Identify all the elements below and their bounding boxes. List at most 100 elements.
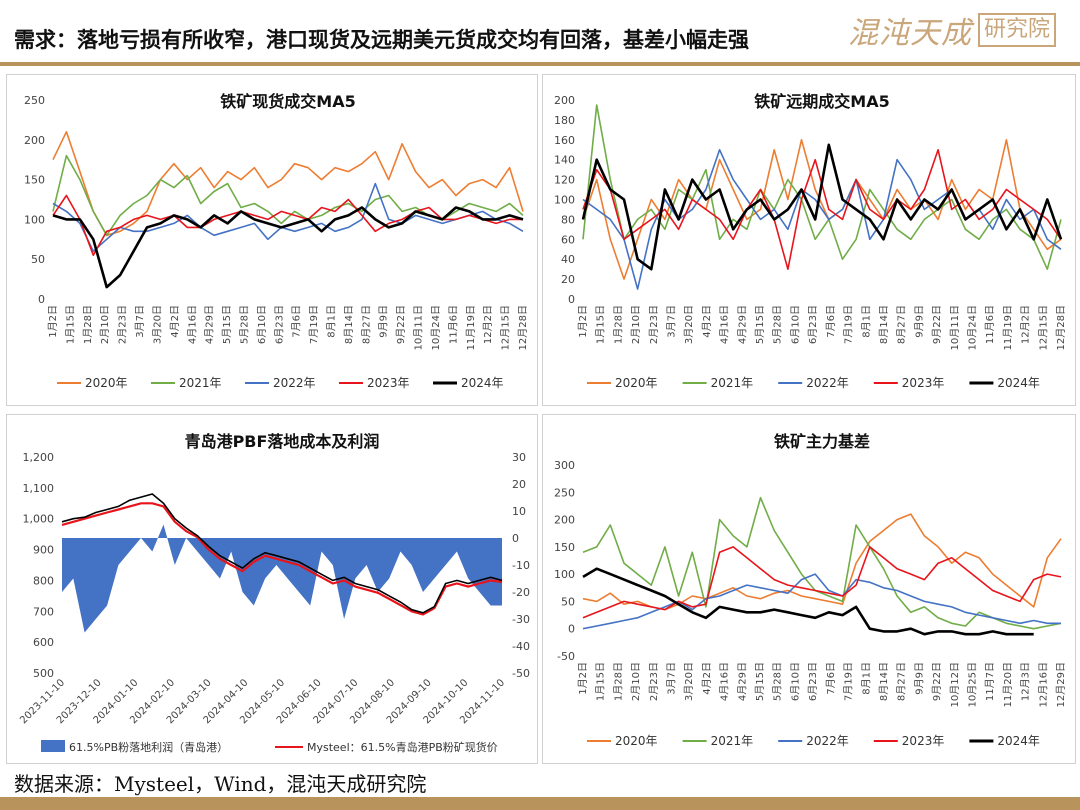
x-tick-label: 2月23日 (648, 305, 660, 344)
y2-tick-label: -30 (512, 613, 530, 626)
y-tick-label: 150 (554, 541, 575, 554)
y2-tick-label: -50 (512, 667, 530, 680)
y-tick-label: 140 (554, 154, 575, 167)
x-tick-label: 6月10日 (256, 305, 268, 344)
x-tick-label: 6月23日 (807, 662, 819, 701)
x-tick-label: 9月9日 (378, 305, 390, 338)
y-tick-label: 250 (24, 94, 45, 107)
x-tick-label: 12月15日 (500, 305, 512, 350)
x-tick-label: 9月9日 (913, 305, 925, 338)
x-tick-label: 12月2日 (482, 305, 494, 344)
y-tick-label: 150 (24, 174, 45, 187)
y-tick-label: 900 (33, 544, 54, 557)
x-tick-label: 7月19日 (308, 305, 320, 344)
x-tick-label: 2月23日 (648, 662, 660, 701)
x-tick-label: 2月10日 (630, 662, 642, 701)
x-tick-label: 1月2日 (47, 305, 59, 338)
x-tick-label: 10月11日 (949, 305, 961, 350)
y-tick-label: 20 (561, 273, 575, 286)
bottom-bar (0, 797, 1080, 810)
x-tick-label: 1月15日 (64, 305, 76, 344)
price-line (61, 493, 503, 614)
header-label: 需求 (14, 27, 56, 52)
panel-spot: 铁矿现货成交MA5 0 50 100 150 200 250 1月2日 1月15日 1月28日 2月… (6, 74, 538, 406)
header-divider (0, 62, 1080, 66)
chart-title: 铁矿现货成交MA5 (220, 92, 355, 111)
x-tick-label: 6月23日 (807, 305, 819, 344)
legend-label: 2023年 (902, 734, 945, 748)
x-tick-label: 8月27日 (896, 662, 908, 701)
series-line-2024年 (581, 143, 1063, 271)
x-tick-label: 11月6日 (984, 305, 996, 344)
series-line-2021年 (582, 104, 1062, 270)
x-tick-label: 12月28日 (517, 305, 529, 350)
y-tick-label: 180 (554, 114, 575, 127)
chart-title: 铁矿主力基差 (774, 432, 870, 451)
legend-label: 2021年 (179, 376, 222, 390)
x-tick-label: 8月1日 (860, 305, 872, 338)
legend-label: 2024年 (461, 376, 504, 390)
y2-tick-label: -20 (512, 586, 530, 599)
panel-basis: 铁矿主力基差 -50 0 50 100 150 200 250 300 1月2日 1月15日 1月28… (542, 414, 1076, 764)
legend-label: 2022年 (806, 734, 849, 748)
x-tick-label: 9月22日 (931, 662, 943, 701)
x-tick-label: 10月12日 (949, 662, 961, 707)
legend-label: 2024年 (997, 734, 1040, 748)
series-line-2022年 (582, 573, 1061, 630)
y2-tick-label: 0 (512, 532, 519, 545)
x-tick-label: 3月7日 (666, 662, 678, 695)
x-tick-label: 1月28日 (82, 305, 94, 344)
x-tick-label: 4月2日 (701, 305, 713, 338)
x-tick-label: 2月10日 (99, 305, 111, 344)
x-tick-label: 4月2日 (701, 662, 713, 695)
y-tick-label: 200 (554, 94, 575, 107)
series-line-2022年 (52, 182, 524, 252)
y-tick-label: 1,000 (23, 513, 55, 526)
x-tick-label: 4月29日 (204, 305, 216, 344)
legend-label: 2022年 (806, 376, 849, 390)
series-line-2021年 (52, 154, 524, 237)
x-tick-label: 12月28日 (1055, 305, 1067, 350)
x-tick-label: 5月15日 (754, 305, 766, 344)
chart-title: 铁矿远期成交MA5 (754, 92, 889, 111)
series-line-2023年 (582, 546, 1062, 619)
header: 需求：落地亏损有所收窄，港口现货及远期美元货成交均有回落，基差小幅走强 混沌天成… (0, 0, 1080, 62)
x-tick-label: 6月10日 (789, 662, 801, 701)
y2-tick-label: -40 (512, 640, 530, 653)
x-tick-label: 11月6日 (447, 305, 459, 344)
x-tick-label: 8月14日 (343, 305, 355, 344)
legend-label: Mysteel：61.5%青岛港PB粉矿现货价 (307, 740, 498, 754)
header-colon: ： (56, 27, 77, 52)
x-tick-label: 4月16日 (186, 305, 198, 344)
x-tick-label: 12月2日 (1020, 305, 1032, 344)
y-tick-label: 0 (38, 293, 45, 306)
x-tick-label: 12月29日 (1055, 662, 1067, 707)
x-tick-label: 1月15日 (595, 662, 607, 701)
y-tick-label: 0 (568, 293, 575, 306)
x-tick-label: 5月28日 (238, 305, 250, 344)
legend-swatch (41, 740, 65, 752)
x-tick-label: 11月20日 (1002, 662, 1014, 707)
x-tick-label: 8月14日 (878, 305, 890, 344)
x-tick-label: 7月19日 (843, 662, 855, 701)
x-tick-label: 3月20日 (151, 305, 163, 344)
x-tick-label: 10月25日 (966, 662, 978, 707)
chart-spot-svg: 铁矿现货成交MA5 0 50 100 150 200 250 1月2日 1月15日 1月28日 2月… (24, 92, 529, 390)
panel-qingdao: 青岛港PBF落地成本及利润 500 600 700 800 900 1,000 1,100 1,… (6, 414, 538, 764)
series-line-2020年 (582, 513, 1062, 611)
x-tick-label: 4月16日 (719, 662, 731, 701)
x-tick-label: 1月2日 (577, 662, 589, 695)
y-tick-label: 700 (33, 605, 54, 618)
legend-label: 61.5%PB粉落地利润（青岛港） (69, 740, 228, 754)
x-tick-label: 3月20日 (683, 305, 695, 344)
x-tick-label: 12月3日 (1020, 662, 1032, 701)
y-tick-label: 80 (561, 213, 575, 226)
series-line-2020年 (52, 131, 524, 237)
x-tick-label: 7月6日 (825, 662, 837, 695)
series-line-2023年 (52, 194, 523, 256)
x-tick-label: 2月23日 (117, 305, 129, 344)
y-tick-label: 160 (554, 134, 575, 147)
x-tick-label: 5月28日 (772, 662, 784, 701)
x-tick-label: 5月28日 (772, 305, 784, 344)
x-tick-label: 2月10日 (630, 305, 642, 344)
